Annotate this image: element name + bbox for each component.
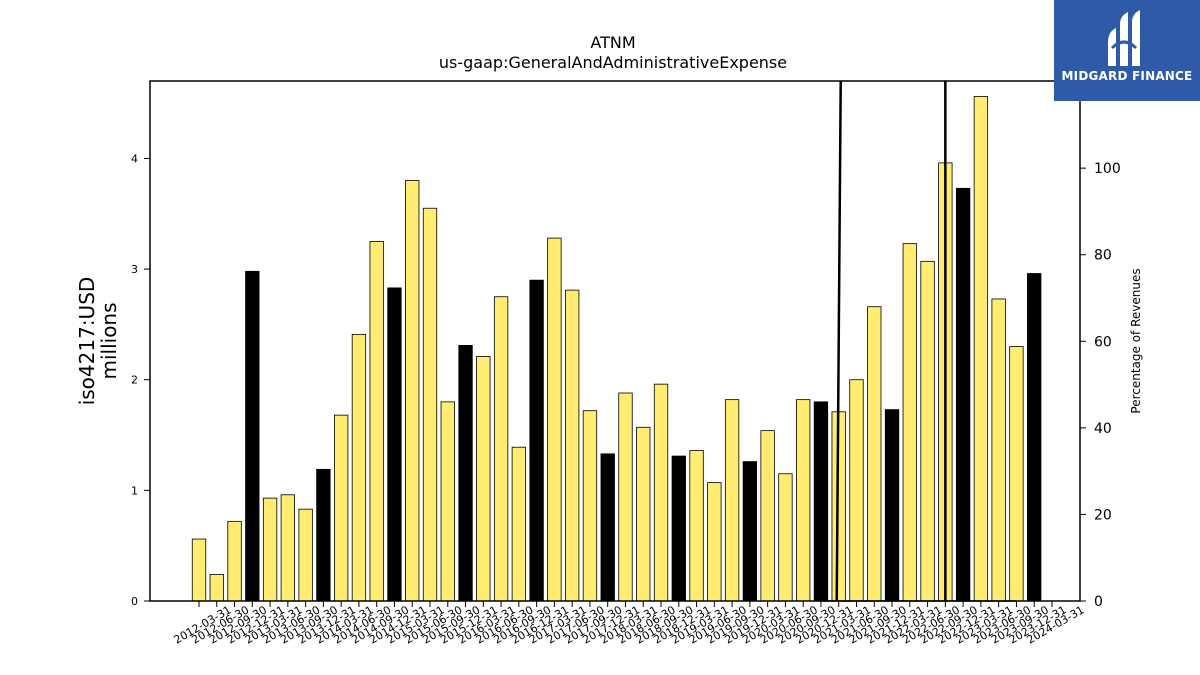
chart-subtitle: us-gaap:GeneralAndAdministrativeExpense — [439, 53, 787, 72]
bar-2023-09-30 — [1009, 346, 1024, 602]
bar-2015-12-31 — [458, 345, 473, 602]
bar-2018-03-31 — [618, 392, 633, 602]
chart-title: ATNM — [590, 33, 635, 52]
midgard-finance-logo: MIDGARD FINANCE — [1054, 0, 1200, 101]
y-axis-right-label: Percentage of Revenues — [1129, 268, 1143, 413]
bar-2020-09-30 — [796, 399, 811, 602]
bar-2016-12-31 — [529, 279, 544, 602]
bar-2019-06-30 — [707, 482, 722, 602]
bar-2019-03-31 — [689, 450, 704, 602]
bar-2020-06-30 — [778, 473, 793, 602]
bar-2023-03-31 — [973, 96, 989, 602]
y-right-tick-label: 0 — [1094, 594, 1103, 610]
y-right-tick-label: 100 — [1094, 161, 1121, 177]
bar-2022-06-30 — [920, 260, 935, 602]
bar-2022-03-31 — [902, 243, 917, 602]
bar-2014-06-30 — [351, 333, 367, 602]
y-axis-left: 0 1 2 3 4 — [131, 152, 150, 608]
bar-2013-03-31 — [262, 497, 278, 602]
y-axis-label-line2: millions — [97, 302, 121, 379]
bar-2018-09-30 — [653, 383, 669, 602]
bar-2018-12-31 — [671, 455, 686, 602]
y-right-tick-label: 80 — [1094, 248, 1112, 264]
bar-2016-09-30 — [511, 446, 527, 602]
bar-2012-12-31 — [245, 270, 260, 602]
y-axis-right: 0 20 40 60 80 100 — [1080, 161, 1121, 610]
bar-2015-03-31 — [405, 180, 420, 602]
logo-mark-icon — [1108, 10, 1140, 66]
bar-2012-03-31 — [191, 538, 207, 602]
bar-2016-06-30 — [493, 296, 509, 602]
bar-2017-06-30 — [565, 289, 580, 602]
bar-2017-09-30 — [582, 410, 598, 602]
bar-2020-12-31 — [813, 401, 829, 602]
bar-2021-06-30 — [849, 379, 864, 602]
y-axis-label-line1: iso4217:USD — [75, 277, 99, 406]
bar-series — [191, 96, 1042, 602]
y-right-tick-label: 60 — [1094, 334, 1112, 350]
bar-2018-06-30 — [636, 426, 651, 602]
bar-2014-03-31 — [334, 414, 349, 602]
bar-2019-12-31 — [742, 461, 758, 602]
y-tick-label: 2 — [131, 374, 138, 387]
bar-2012-09-30 — [227, 520, 242, 602]
bar-2019-09-30 — [724, 399, 740, 602]
bar-2023-06-30 — [991, 298, 1006, 602]
bar-2023-12-31 — [1027, 273, 1042, 602]
bar-2020-03-31 — [760, 430, 775, 602]
bar-2015-09-30 — [440, 401, 455, 602]
y-right-tick-label: 40 — [1094, 421, 1112, 437]
y-tick-label: 4 — [131, 152, 138, 165]
x-axis: 2012-03-312012-06-302012-09-302012-12-31… — [172, 601, 1086, 647]
bar-2014-09-30 — [369, 241, 384, 602]
bar-2013-09-30 — [298, 508, 313, 602]
percentage-spike-1 — [835, 80, 842, 602]
bar-2014-12-31 — [387, 287, 402, 602]
bar-2021-12-31 — [884, 409, 900, 602]
bar-2015-06-30 — [422, 207, 438, 602]
y-tick-label: 1 — [131, 484, 138, 497]
logo-text: MIDGARD FINANCE — [1061, 69, 1193, 83]
y-right-tick-label: 20 — [1094, 507, 1112, 523]
y-tick-label: 3 — [131, 263, 138, 276]
bar-2022-12-31 — [955, 187, 971, 602]
bar-2016-03-31 — [476, 356, 491, 602]
bar-2017-03-31 — [547, 237, 562, 602]
bar-2013-12-31 — [316, 468, 331, 602]
y-tick-label: 0 — [131, 595, 138, 608]
bar-2013-06-30 — [280, 494, 296, 602]
bar-2012-06-30 — [209, 574, 224, 602]
bar-2021-09-30 — [867, 306, 882, 602]
bar-2017-12-31 — [600, 453, 615, 602]
